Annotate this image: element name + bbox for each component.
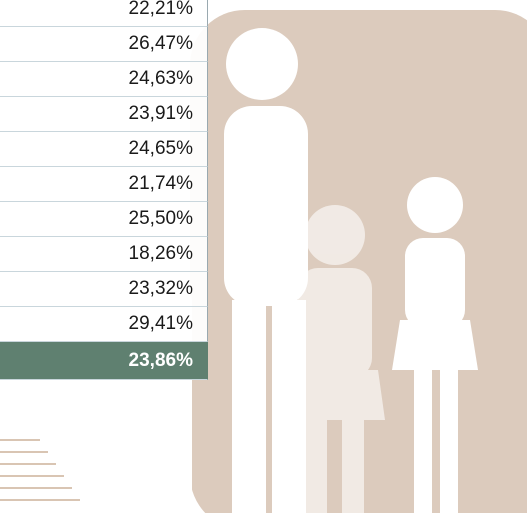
table: 22,21% 26,47% 24,63% 23,91% 24,65% 21,74% 25,5… <box>0 0 208 380</box>
stripes <box>0 439 80 501</box>
child-figure <box>285 205 385 513</box>
table-cell: 21,74% <box>0 167 208 202</box>
table-cell: 18,26% <box>0 237 208 272</box>
table-cell: 29,41% <box>0 307 208 342</box>
total-cell: 23,86% <box>0 342 208 380</box>
table-cell: 23,91% <box>0 97 208 132</box>
table-cell: 25,50% <box>0 202 208 237</box>
table-cell: 22,21% <box>0 0 208 27</box>
table-cell: 24,65% <box>0 132 208 167</box>
table-cell: 26,47% <box>0 27 208 62</box>
table-cell: 23,32% <box>0 272 208 307</box>
table-cell: 24,63% <box>0 62 208 97</box>
